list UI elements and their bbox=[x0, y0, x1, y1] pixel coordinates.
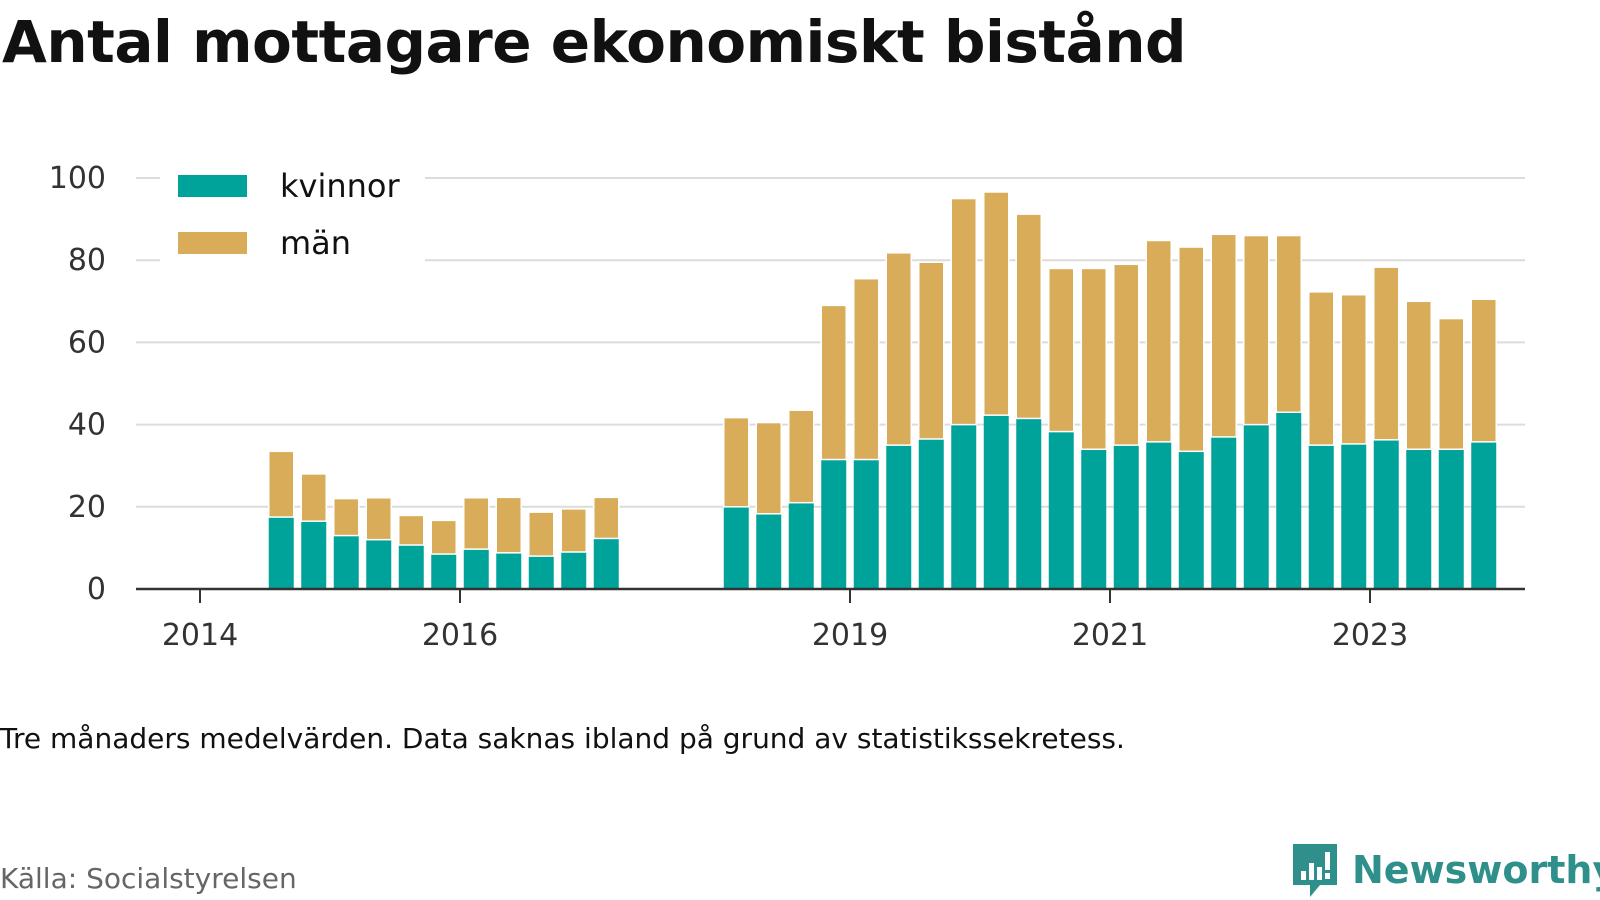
bar-kvinnor bbox=[561, 552, 587, 589]
bar-kvinnor bbox=[1016, 418, 1042, 589]
legend-label-kvinnor: kvinnor bbox=[280, 167, 401, 205]
y-tick-label: 80 bbox=[68, 243, 106, 278]
bar-kvinnor bbox=[1178, 451, 1204, 589]
chart-area: 0 20 40 60 80 100 2014 2016 2019 2021 2023 kvinno… bbox=[48, 158, 1525, 653]
x-axis bbox=[136, 587, 1525, 603]
bar-man bbox=[1308, 291, 1335, 446]
bar-kvinnor bbox=[918, 438, 944, 589]
bar-kvinnor bbox=[593, 538, 619, 589]
legend-swatch-kvinnor bbox=[178, 175, 247, 197]
bar-man bbox=[820, 304, 847, 461]
bar-kvinnor bbox=[1113, 445, 1139, 589]
bar-kvinnor bbox=[1243, 424, 1269, 589]
bar-man bbox=[853, 277, 880, 461]
bar-man bbox=[1243, 234, 1270, 426]
bar-kvinnor bbox=[1471, 441, 1497, 589]
bar-kvinnor bbox=[496, 552, 522, 589]
bar-man bbox=[1080, 267, 1107, 451]
bar-kvinnor bbox=[951, 424, 977, 589]
y-tick-label: 40 bbox=[68, 408, 106, 443]
bar-man bbox=[723, 416, 750, 508]
bar-man bbox=[885, 252, 912, 446]
bar-kvinnor bbox=[301, 521, 327, 589]
bar-man bbox=[268, 450, 295, 518]
bar-man bbox=[495, 496, 522, 554]
y-tick-label: 60 bbox=[68, 325, 106, 360]
bar-kvinnor bbox=[853, 459, 879, 589]
bars bbox=[268, 191, 1497, 589]
bar-man bbox=[398, 514, 425, 546]
chart-note: Tre månaders medelvärden. Data saknas ib… bbox=[0, 722, 1125, 755]
x-tick-label: 2021 bbox=[1072, 618, 1148, 653]
bar-man bbox=[1438, 317, 1465, 451]
bar-man bbox=[918, 261, 945, 440]
source-credit: Källa: Socialstyrelsen bbox=[0, 862, 297, 895]
bar-kvinnor bbox=[398, 545, 424, 589]
bar-man bbox=[593, 496, 620, 540]
bar-man bbox=[1373, 266, 1400, 441]
y-tick-label: 100 bbox=[49, 161, 106, 196]
bar-kvinnor bbox=[1048, 431, 1074, 589]
chart-title: Antal mottagare ekonomiskt bistånd bbox=[2, 8, 1187, 76]
bar-man bbox=[528, 511, 555, 557]
brand-name: Newsworthy bbox=[1352, 848, 1600, 892]
bar-kvinnor bbox=[268, 517, 294, 589]
bar-kvinnor bbox=[1308, 445, 1334, 589]
bar-kvinnor bbox=[983, 415, 1009, 589]
bar-man bbox=[333, 497, 360, 537]
bar-kvinnor bbox=[333, 535, 359, 589]
bar-man bbox=[463, 497, 490, 550]
bar-man bbox=[1015, 213, 1042, 420]
bar-kvinnor bbox=[1406, 449, 1432, 589]
legend: kvinnor män bbox=[160, 158, 425, 264]
y-tick-label: 0 bbox=[87, 572, 106, 607]
bar-man bbox=[1275, 234, 1302, 414]
bar-kvinnor bbox=[1146, 441, 1172, 589]
x-tick-label: 2023 bbox=[1332, 618, 1408, 653]
bar-man bbox=[430, 519, 457, 555]
brand-logo: Newsworthy bbox=[1290, 840, 1600, 900]
bar-man bbox=[788, 409, 815, 504]
x-tick-labels: 2014 2016 2019 2021 2023 bbox=[162, 618, 1408, 653]
x-tick-label: 2014 bbox=[162, 618, 238, 653]
bar-man bbox=[1048, 267, 1075, 433]
bar-man bbox=[365, 497, 392, 541]
x-tick-label: 2016 bbox=[422, 618, 498, 653]
bar-kvinnor bbox=[528, 556, 554, 589]
bar-man bbox=[950, 197, 977, 426]
bar-man bbox=[755, 421, 782, 515]
bar-man bbox=[1470, 298, 1497, 443]
bar-kvinnor bbox=[756, 513, 782, 589]
bar-kvinnor bbox=[788, 502, 814, 589]
bar-kvinnor bbox=[1341, 443, 1367, 589]
bar-kvinnor bbox=[366, 539, 392, 589]
bar-kvinnor bbox=[821, 459, 847, 589]
newsworthy-logo-icon bbox=[1293, 844, 1337, 897]
bar-man bbox=[300, 473, 327, 522]
bar-kvinnor bbox=[723, 506, 749, 589]
bar-man bbox=[560, 508, 587, 553]
bar-kvinnor bbox=[886, 445, 912, 589]
bar-kvinnor bbox=[431, 554, 457, 589]
bar-man bbox=[1145, 239, 1172, 443]
bar-man bbox=[983, 191, 1010, 416]
bar-kvinnor bbox=[1438, 449, 1464, 589]
legend-swatch-man bbox=[178, 232, 247, 254]
bar-kvinnor bbox=[1276, 412, 1302, 589]
bar-kvinnor bbox=[1373, 439, 1399, 589]
bar-man bbox=[1178, 246, 1205, 453]
bar-kvinnor bbox=[1211, 436, 1237, 589]
y-tick-label: 20 bbox=[68, 490, 106, 525]
bar-man bbox=[1210, 233, 1237, 438]
bar-man bbox=[1340, 293, 1367, 445]
bar-kvinnor bbox=[463, 549, 489, 589]
legend-label-man: män bbox=[280, 224, 351, 262]
x-tick-label: 2019 bbox=[812, 618, 888, 653]
bar-man bbox=[1113, 263, 1140, 446]
bar-kvinnor bbox=[1081, 449, 1107, 589]
y-tick-labels: 0 20 40 60 80 100 bbox=[49, 161, 106, 607]
bar-man bbox=[1405, 300, 1432, 451]
